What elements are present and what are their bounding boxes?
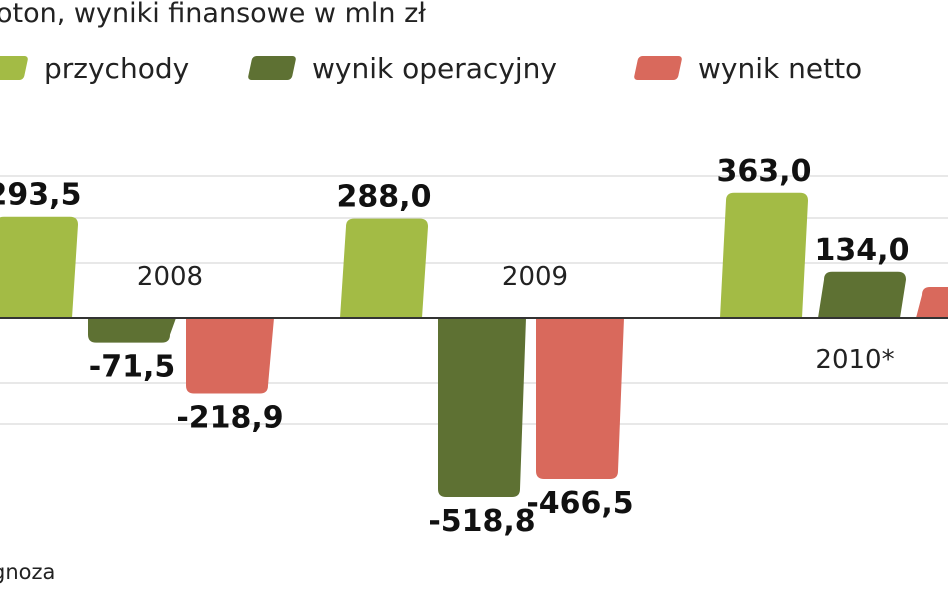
bar-przychody-2 [720, 192, 808, 318]
category-label-1: 2009 [502, 262, 568, 292]
category-label-0: 2008 [137, 262, 203, 292]
value-label-przychody-1: 288,0 [337, 180, 432, 215]
bar-wynik-operacyjny-2 [818, 271, 906, 318]
value-label-wynik-operacyjny-0: -71,5 [89, 350, 175, 385]
legend-label-wynik-operacyjny: wynik operacyjny [312, 51, 557, 85]
bar-wynik-netto-0 [186, 318, 274, 394]
bar-wynik-netto-1 [536, 318, 624, 479]
bar-wynik-netto-2 [916, 286, 948, 318]
bar-przychody-1 [340, 218, 428, 318]
value-label-wynik-operacyjny-1: -518,8 [428, 504, 535, 539]
legend-label-wynik-netto: wynik netto [698, 51, 863, 85]
legend-item-wynik-netto: wynik netto [633, 48, 863, 88]
footnote: gnoza [0, 560, 56, 584]
value-label-przychody-2: 363,0 [717, 154, 812, 189]
legend-item-przychody: przychody [0, 48, 189, 88]
bar-wynik-operacyjny-1 [438, 318, 526, 497]
value-label-wynik-netto-1: -466,5 [526, 486, 633, 521]
category-label-2: 2010* [815, 345, 894, 375]
value-label-wynik-operacyjny-2: 134,0 [815, 233, 910, 268]
value-label-wynik-netto-0: -218,9 [176, 401, 283, 436]
bar-wynik-operacyjny-0 [88, 318, 176, 343]
bar-przychody-0 [0, 216, 78, 318]
legend-label-przychody: przychody [44, 51, 190, 85]
legend-item-wynik-operacyjny: wynik operacyjny [247, 48, 557, 88]
value-label-przychody-0: 293,5 [0, 178, 81, 213]
chart-subtitle: oton, wyniki finansowe w mln zł [0, 0, 426, 29]
